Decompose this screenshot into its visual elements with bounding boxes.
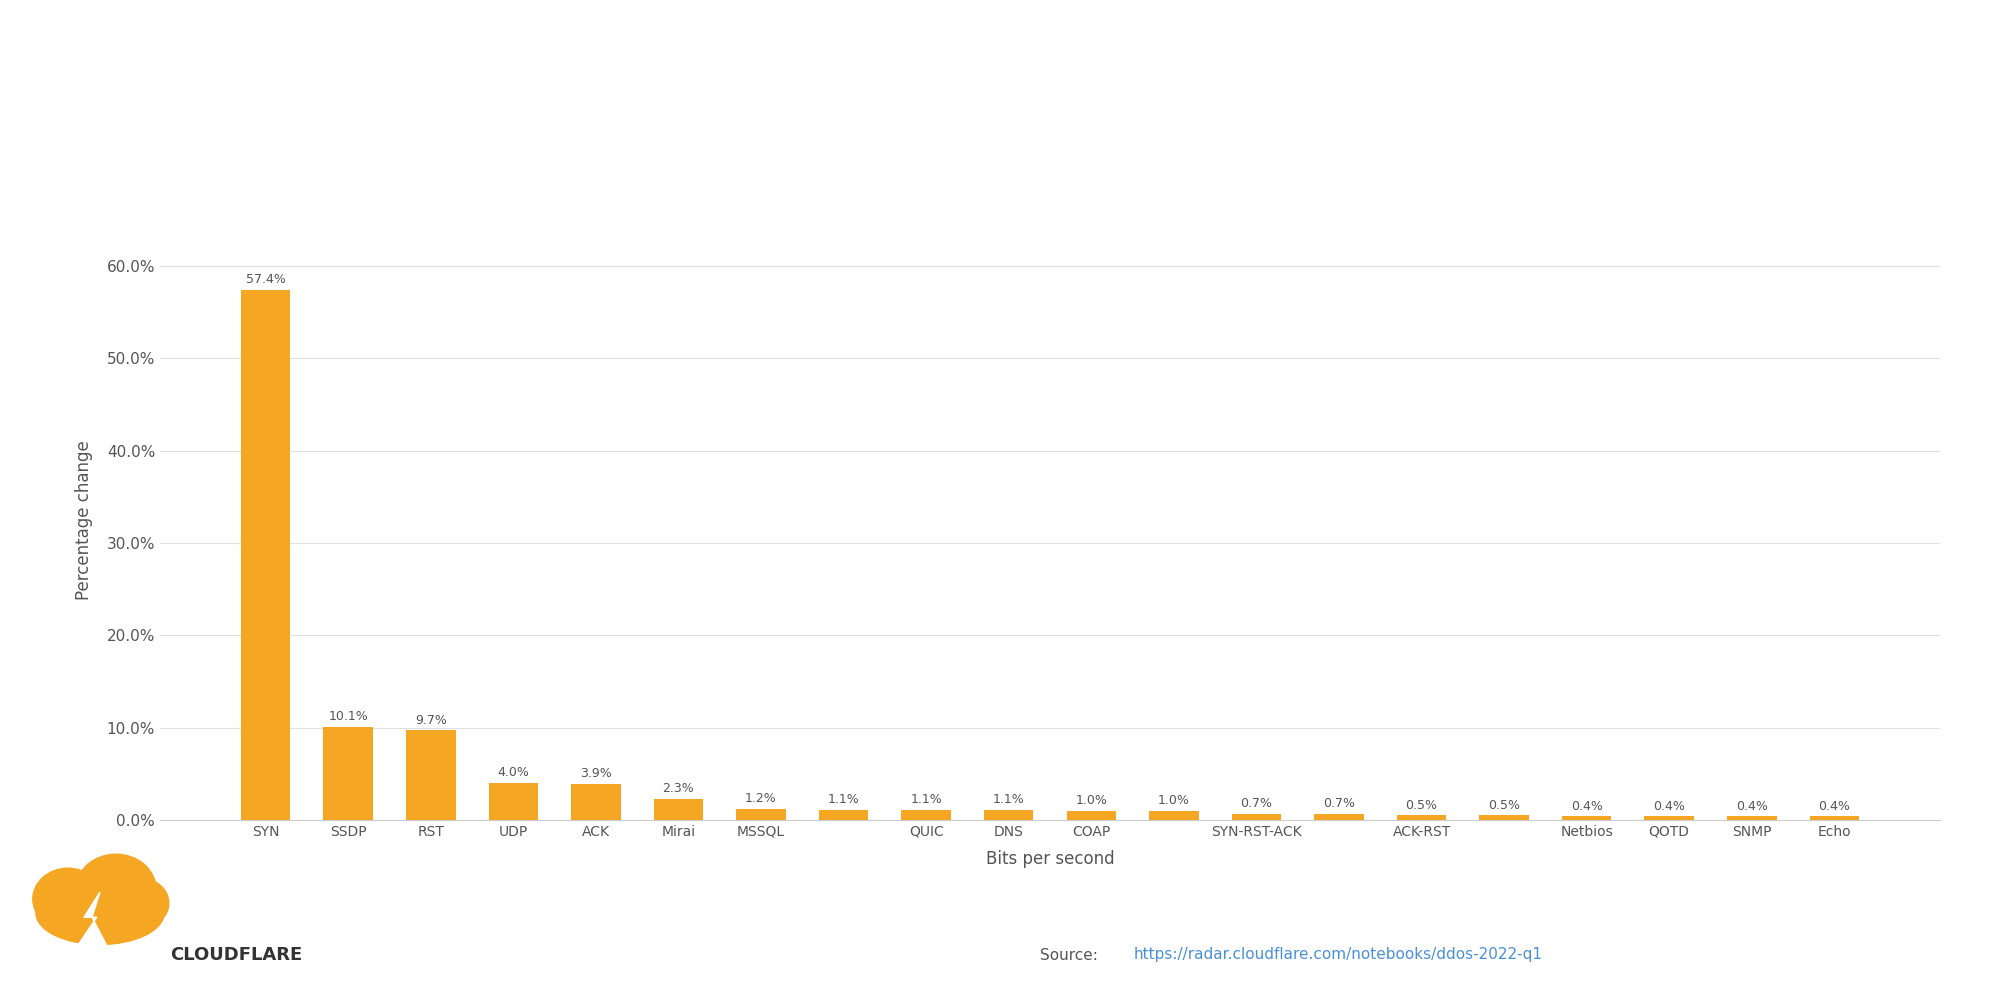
Text: 0.5%: 0.5% — [1488, 799, 1520, 812]
Text: 1.2%: 1.2% — [746, 792, 776, 805]
Bar — [1232, 814, 1282, 820]
Text: Source:: Source: — [1040, 948, 1102, 962]
Bar — [240, 290, 290, 820]
Text: 0.4%: 0.4% — [1818, 800, 1850, 813]
Text: 0.4%: 0.4% — [1654, 800, 1686, 813]
Ellipse shape — [36, 882, 164, 944]
Text: 1.1%: 1.1% — [910, 793, 942, 806]
Bar — [1396, 815, 1446, 820]
Bar — [902, 810, 950, 820]
Bar — [324, 727, 374, 820]
Bar — [488, 783, 538, 820]
Text: 0.7%: 0.7% — [1322, 797, 1354, 810]
Bar — [1314, 814, 1364, 820]
Bar — [1644, 816, 1694, 820]
Circle shape — [32, 868, 104, 930]
Text: Network-Layer DDoS Attacks - Distribution by top attack vectors: Network-Layer DDoS Attacks - Distributio… — [60, 82, 1380, 116]
Bar — [1150, 811, 1198, 820]
Text: 10.1%: 10.1% — [328, 710, 368, 723]
Text: 0.4%: 0.4% — [1736, 800, 1768, 813]
Bar — [1810, 816, 1860, 820]
Polygon shape — [76, 892, 108, 948]
Text: 1.0%: 1.0% — [1076, 794, 1108, 807]
Bar — [572, 784, 620, 820]
Bar — [1066, 811, 1116, 820]
X-axis label: Bits per second: Bits per second — [986, 850, 1114, 868]
Bar — [1480, 815, 1528, 820]
Text: 1.0%: 1.0% — [1158, 794, 1190, 807]
Text: 9.7%: 9.7% — [414, 714, 446, 727]
Text: 2.3%: 2.3% — [662, 782, 694, 795]
Text: 3.9%: 3.9% — [580, 767, 612, 780]
Text: 4.0%: 4.0% — [498, 766, 530, 779]
Text: 57.4%: 57.4% — [246, 273, 286, 286]
Text: 0.7%: 0.7% — [1240, 797, 1272, 810]
Bar — [1562, 816, 1612, 820]
Text: 1.1%: 1.1% — [828, 793, 860, 806]
Text: 1.1%: 1.1% — [992, 793, 1024, 806]
Bar — [1726, 816, 1776, 820]
Bar — [406, 730, 456, 820]
Text: https://radar.cloudflare.com/notebooks/ddos-2022-q1: https://radar.cloudflare.com/notebooks/d… — [1134, 948, 1544, 962]
Bar — [984, 810, 1034, 820]
Circle shape — [76, 854, 156, 924]
Text: 0.5%: 0.5% — [1406, 799, 1438, 812]
Y-axis label: Percentage change: Percentage change — [74, 440, 92, 600]
Text: CLOUDFLARE: CLOUDFLARE — [170, 946, 302, 964]
Circle shape — [112, 878, 168, 928]
Text: 0.4%: 0.4% — [1570, 800, 1602, 813]
Bar — [736, 809, 786, 820]
Bar — [654, 799, 704, 820]
Bar — [818, 810, 868, 820]
